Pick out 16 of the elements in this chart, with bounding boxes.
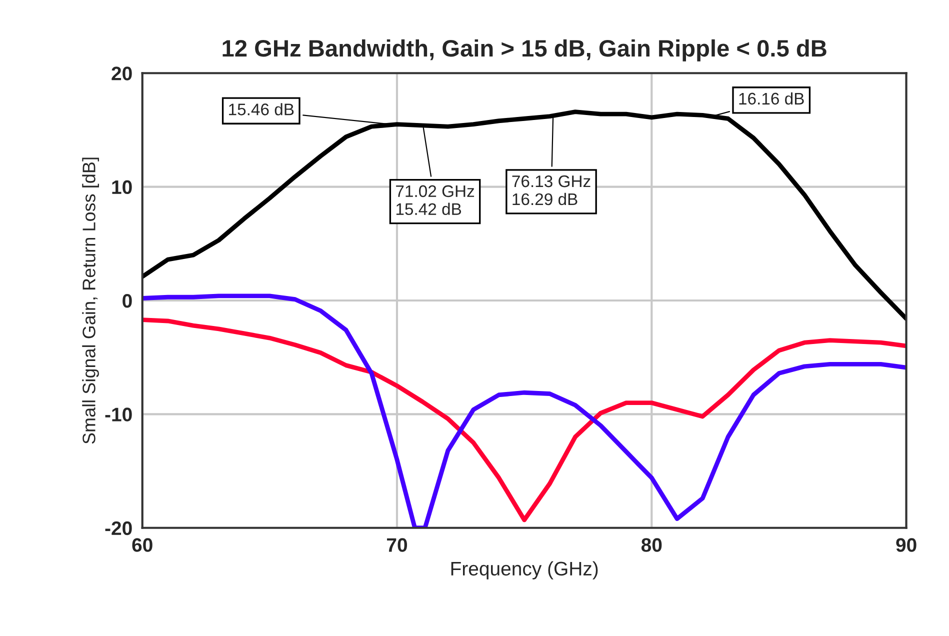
y-tick-label: -10 (105, 408, 132, 422)
annotation: 71.02 GHz 15.42 dB (396, 185, 474, 216)
y-tick-label: 10 (112, 180, 132, 194)
annotation: 16.16 dB (739, 92, 804, 105)
x-axis-title: Frequency (GHz) (451, 561, 598, 580)
chart-title: 12 GHz Bandwidth, Gain > 15 dB, Gain Ripple < 0.5 dB (222, 39, 826, 62)
x-tick-label: 70 (387, 538, 408, 552)
y-tick-label: 0 (122, 294, 132, 308)
x-tick-label: 90 (896, 538, 916, 552)
y-axis-title: Small Signal Gain, Return Loss [dB] (82, 158, 99, 444)
annotation: 15.46 dB (229, 103, 294, 116)
annotation: 76.13 GHz 16.29 dB (512, 175, 590, 206)
x-tick-label: 80 (641, 538, 662, 552)
y-tick-label: -20 (105, 521, 132, 536)
y-tick-label: 20 (112, 66, 132, 80)
x-tick-label: 60 (132, 538, 152, 552)
